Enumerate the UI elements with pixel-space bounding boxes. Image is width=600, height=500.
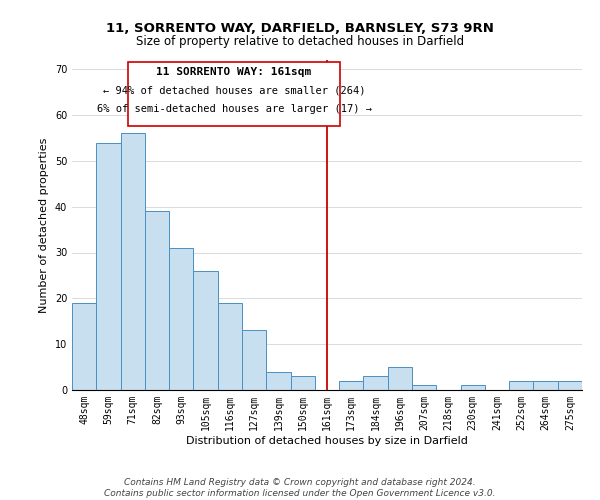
Bar (533, 381, 558, 390)
Bar (218, 303, 242, 390)
Text: Contains HM Land Registry data © Crown copyright and database right 2024.
Contai: Contains HM Land Registry data © Crown c… (104, 478, 496, 498)
Text: 11, SORRENTO WAY, DARFIELD, BARNSLEY, S73 9RN: 11, SORRENTO WAY, DARFIELD, BARNSLEY, S7… (106, 22, 494, 35)
X-axis label: Distribution of detached houses by size in Darfield: Distribution of detached houses by size … (186, 436, 468, 446)
Bar (290, 376, 315, 390)
Text: 11 SORRENTO WAY: 161sqm: 11 SORRENTO WAY: 161sqm (157, 67, 312, 77)
Text: Size of property relative to detached houses in Darfield: Size of property relative to detached ho… (136, 34, 464, 48)
Bar (193, 271, 218, 390)
Bar (364, 376, 388, 390)
Bar (266, 372, 290, 390)
Bar (121, 134, 145, 390)
Y-axis label: Number of detached properties: Number of detached properties (39, 138, 49, 312)
Bar (242, 330, 266, 390)
Bar (558, 381, 582, 390)
Text: ← 94% of detached houses are smaller (264): ← 94% of detached houses are smaller (26… (103, 85, 365, 95)
Bar (461, 386, 485, 390)
Bar (169, 248, 193, 390)
Bar (339, 381, 364, 390)
Bar (72, 303, 96, 390)
Bar (412, 386, 436, 390)
FancyBboxPatch shape (128, 62, 340, 126)
Bar (509, 381, 533, 390)
Bar (145, 211, 169, 390)
Bar (96, 142, 121, 390)
Bar (388, 367, 412, 390)
Text: 6% of semi-detached houses are larger (17) →: 6% of semi-detached houses are larger (1… (97, 104, 371, 114)
